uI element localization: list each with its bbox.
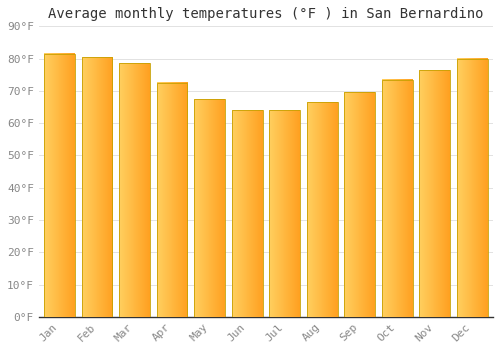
Bar [232,110,262,317]
Bar [194,99,225,317]
Bar [119,63,150,317]
Bar [457,58,488,317]
Bar [307,102,338,317]
Bar [382,79,412,317]
Bar [156,83,188,317]
Bar [44,54,75,317]
Bar [82,57,112,317]
Bar [344,92,375,317]
Bar [270,110,300,317]
Bar [420,70,450,317]
Title: Average monthly temperatures (°F ) in San Bernardino: Average monthly temperatures (°F ) in Sa… [48,7,484,21]
